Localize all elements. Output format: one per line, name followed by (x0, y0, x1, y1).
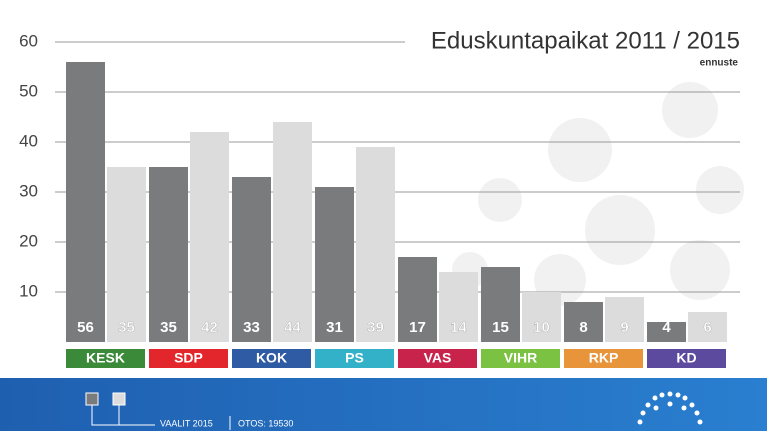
bar (273, 122, 312, 342)
bar (66, 62, 105, 342)
x-tick-label: KOK (256, 350, 287, 366)
bar (481, 267, 520, 342)
value-label: 56 (77, 319, 94, 336)
category-box (481, 349, 560, 368)
bar (605, 297, 644, 342)
value-label: 10 (533, 319, 550, 336)
bar (315, 187, 354, 342)
legend-connector (91, 405, 155, 426)
value-label: 39 (367, 319, 384, 336)
value-label: 44 (284, 319, 301, 336)
category-box (398, 349, 477, 368)
value-label: 33 (243, 319, 260, 336)
x-tick-label: KESK (86, 350, 125, 366)
bar (398, 257, 437, 342)
value-label: 31 (326, 319, 343, 336)
value-label: 6 (703, 319, 711, 336)
footer-text: VAALIT 2015 (160, 418, 213, 428)
y-tick-label: 50 (19, 81, 38, 100)
value-label: 42 (201, 319, 218, 336)
category-box (149, 349, 228, 368)
bar (190, 132, 229, 342)
category-box (232, 349, 311, 368)
value-label: 4 (662, 319, 671, 336)
bar (522, 292, 561, 342)
value-label: 17 (409, 319, 426, 336)
x-tick-label: VAS (424, 350, 452, 366)
value-label: 9 (620, 319, 628, 336)
bar (232, 177, 271, 342)
bar (688, 312, 727, 342)
value-label: 35 (118, 319, 135, 336)
y-tick-label: 60 (19, 31, 38, 50)
bar (564, 302, 603, 342)
y-tick-label: 10 (19, 281, 38, 300)
x-tick-label: SDP (174, 350, 203, 366)
x-tick-label: KD (676, 350, 696, 366)
bar (356, 147, 395, 342)
bar (149, 167, 188, 342)
category-box (66, 349, 145, 368)
chart-subtitle: ennuste (700, 58, 739, 69)
category-box (315, 349, 394, 368)
x-tick-label: PS (345, 350, 364, 366)
category-box (647, 349, 726, 368)
value-label: 8 (579, 319, 587, 336)
footer-text: OTOS: 19530 (238, 418, 293, 428)
x-tick-label: VIHR (504, 350, 537, 366)
x-tick-label: RKP (589, 350, 619, 366)
value-label: 15 (492, 319, 509, 336)
value-label: 35 (160, 319, 177, 336)
title-bg (405, 24, 745, 58)
y-tick-label: 30 (19, 181, 38, 200)
bar (647, 322, 686, 342)
bar (439, 272, 478, 342)
logo (637, 391, 703, 425)
chart-title: Eduskuntapaikat 2011 / 2015 (431, 27, 740, 54)
legend-swatch (85, 392, 99, 406)
y-tick-label: 40 (19, 131, 38, 150)
y-tick-label: 20 (19, 231, 38, 250)
bar (107, 167, 146, 342)
legend-swatch (112, 392, 126, 406)
value-label: 14 (450, 319, 467, 336)
category-box (564, 349, 643, 368)
